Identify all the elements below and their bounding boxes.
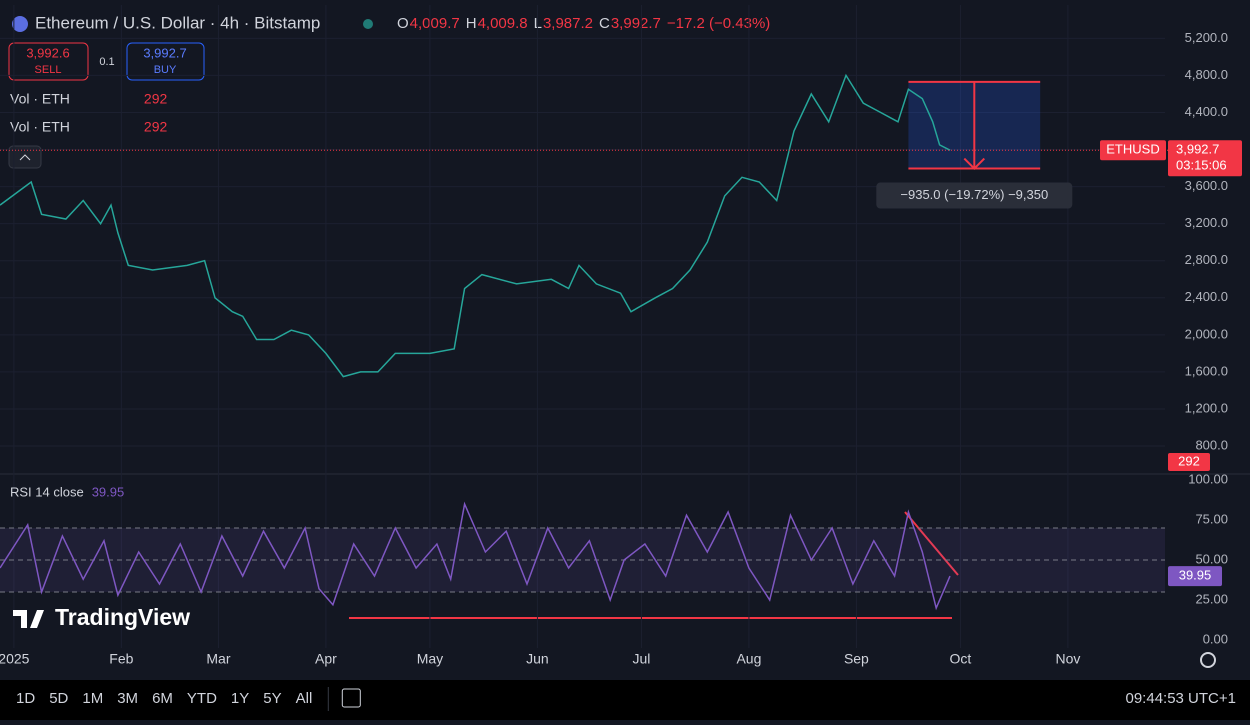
y-tick-label: 3,200.0 — [1185, 215, 1228, 230]
logo: TradingView — [55, 604, 190, 630]
range-button[interactable]: 1D — [16, 690, 35, 707]
y-tick-label: 800.0 — [1195, 437, 1228, 452]
measure-arrow — [963, 81, 986, 170]
y-tick-label: 4,800.0 — [1185, 67, 1228, 82]
y-tick-label: 4,400.0 — [1185, 104, 1228, 119]
symbol-tag-bg — [1100, 140, 1166, 161]
range-button[interactable]: All — [296, 690, 313, 707]
sell-label: SELL — [35, 64, 62, 76]
rsi-tick-label: 25.00 — [1195, 591, 1228, 606]
rsi-tick-label: 50.00 — [1195, 551, 1228, 566]
x-tick-label: 2025 — [0, 651, 30, 667]
clock: 09:44:53 UTC+1 — [1126, 690, 1237, 707]
y-tick-label: 3,600.0 — [1185, 178, 1228, 193]
volume-tag-bg — [1168, 453, 1210, 471]
ohlc-value: 4,009.8 — [478, 15, 528, 32]
measure-label: −935.0 (−19.72%) −9,350 — [900, 187, 1048, 202]
sell-button[interactable] — [8, 42, 89, 81]
change: −17.2 (−0.43%) — [667, 15, 770, 32]
y-tick-label: 1,600.0 — [1185, 363, 1228, 378]
indicator-name: Vol · ETH — [10, 119, 70, 135]
rsi-trend-line — [904, 511, 959, 576]
indicator-name: Vol · ETH — [10, 91, 70, 107]
ohlc-key: C — [599, 15, 610, 32]
rsi-value: 39.95 — [92, 484, 125, 499]
series-line — [0, 73, 951, 378]
logo-mark — [13, 610, 44, 628]
indicator-value: 292 — [144, 91, 168, 107]
ohlc-key: O — [397, 15, 409, 32]
countdown: 03:15:06 — [1176, 158, 1227, 173]
range-button[interactable]: 5Y — [263, 690, 281, 707]
x-tick-label: Aug — [736, 651, 761, 667]
ohlc-key: H — [466, 15, 477, 32]
date-range-icon[interactable] — [341, 688, 361, 708]
y-tick-label: 2,800.0 — [1185, 252, 1228, 267]
rsi-tick-label: 100.00 — [1188, 471, 1228, 486]
last-price: 3,992.7 — [1176, 142, 1219, 157]
y-tick-label: 5,200.0 — [1185, 30, 1228, 45]
symbol-tag: ETHUSD — [1106, 142, 1159, 157]
settings-icon[interactable] — [1200, 652, 1216, 668]
rsi-tick-label: 75.00 — [1195, 511, 1228, 526]
rsi-value-tag: 39.95 — [1179, 568, 1212, 583]
collapse-button[interactable] — [8, 145, 42, 169]
x-tick-label: Jul — [632, 651, 650, 667]
y-tick-label: 1,200.0 — [1185, 400, 1228, 415]
x-tick-label: Jun — [526, 651, 549, 667]
eth-icon — [12, 16, 28, 32]
x-tick-label: Nov — [1055, 651, 1080, 667]
range-button[interactable]: 1M — [82, 690, 103, 707]
symbol-title: Ethereum / U.S. Dollar · 4h · Bitstamp — [35, 13, 320, 32]
buy-label: BUY — [154, 64, 177, 76]
x-tick-label: Sep — [844, 651, 869, 667]
range-button[interactable]: 5D — [49, 690, 68, 707]
volume-tag: 292 — [1178, 453, 1200, 468]
rsi-band — [0, 528, 1165, 592]
ohlc-value: 3,992.7 — [611, 15, 661, 32]
x-tick-label: Apr — [315, 651, 337, 667]
range-button[interactable]: 6M — [152, 690, 173, 707]
last-price-bg — [1168, 140, 1242, 177]
x-tick-label: Oct — [950, 651, 972, 667]
range-button[interactable]: 3M — [117, 690, 138, 707]
rsi-tick-label: 0.00 — [1203, 631, 1228, 646]
x-tick-label: Mar — [206, 651, 230, 667]
rsi-value-bg — [1168, 566, 1222, 587]
sell-price: 3,992.6 — [26, 45, 69, 60]
market-status — [363, 19, 373, 29]
series-line — [0, 501, 951, 611]
y-tick-label: 2,400.0 — [1185, 289, 1228, 304]
range-button[interactable]: YTD — [187, 690, 217, 707]
quantity: 0.1 — [99, 56, 114, 68]
ohlc-value: 3,987.2 — [543, 15, 593, 32]
buy-price: 3,992.7 — [143, 45, 186, 60]
range-button[interactable]: 1Y — [231, 690, 249, 707]
collapse-icon — [19, 154, 31, 161]
toolbar-bg — [0, 680, 1250, 720]
buy-button[interactable] — [126, 42, 205, 81]
x-tick-label: Feb — [109, 651, 133, 667]
indicator-value: 292 — [144, 119, 168, 135]
rsi-title: RSI 14 close — [10, 484, 84, 499]
y-tick-label: 2,000.0 — [1185, 326, 1228, 341]
x-tick-label: May — [417, 651, 443, 667]
ohlc-value: 4,009.7 — [410, 15, 460, 32]
measure-label-bg — [876, 182, 1073, 209]
